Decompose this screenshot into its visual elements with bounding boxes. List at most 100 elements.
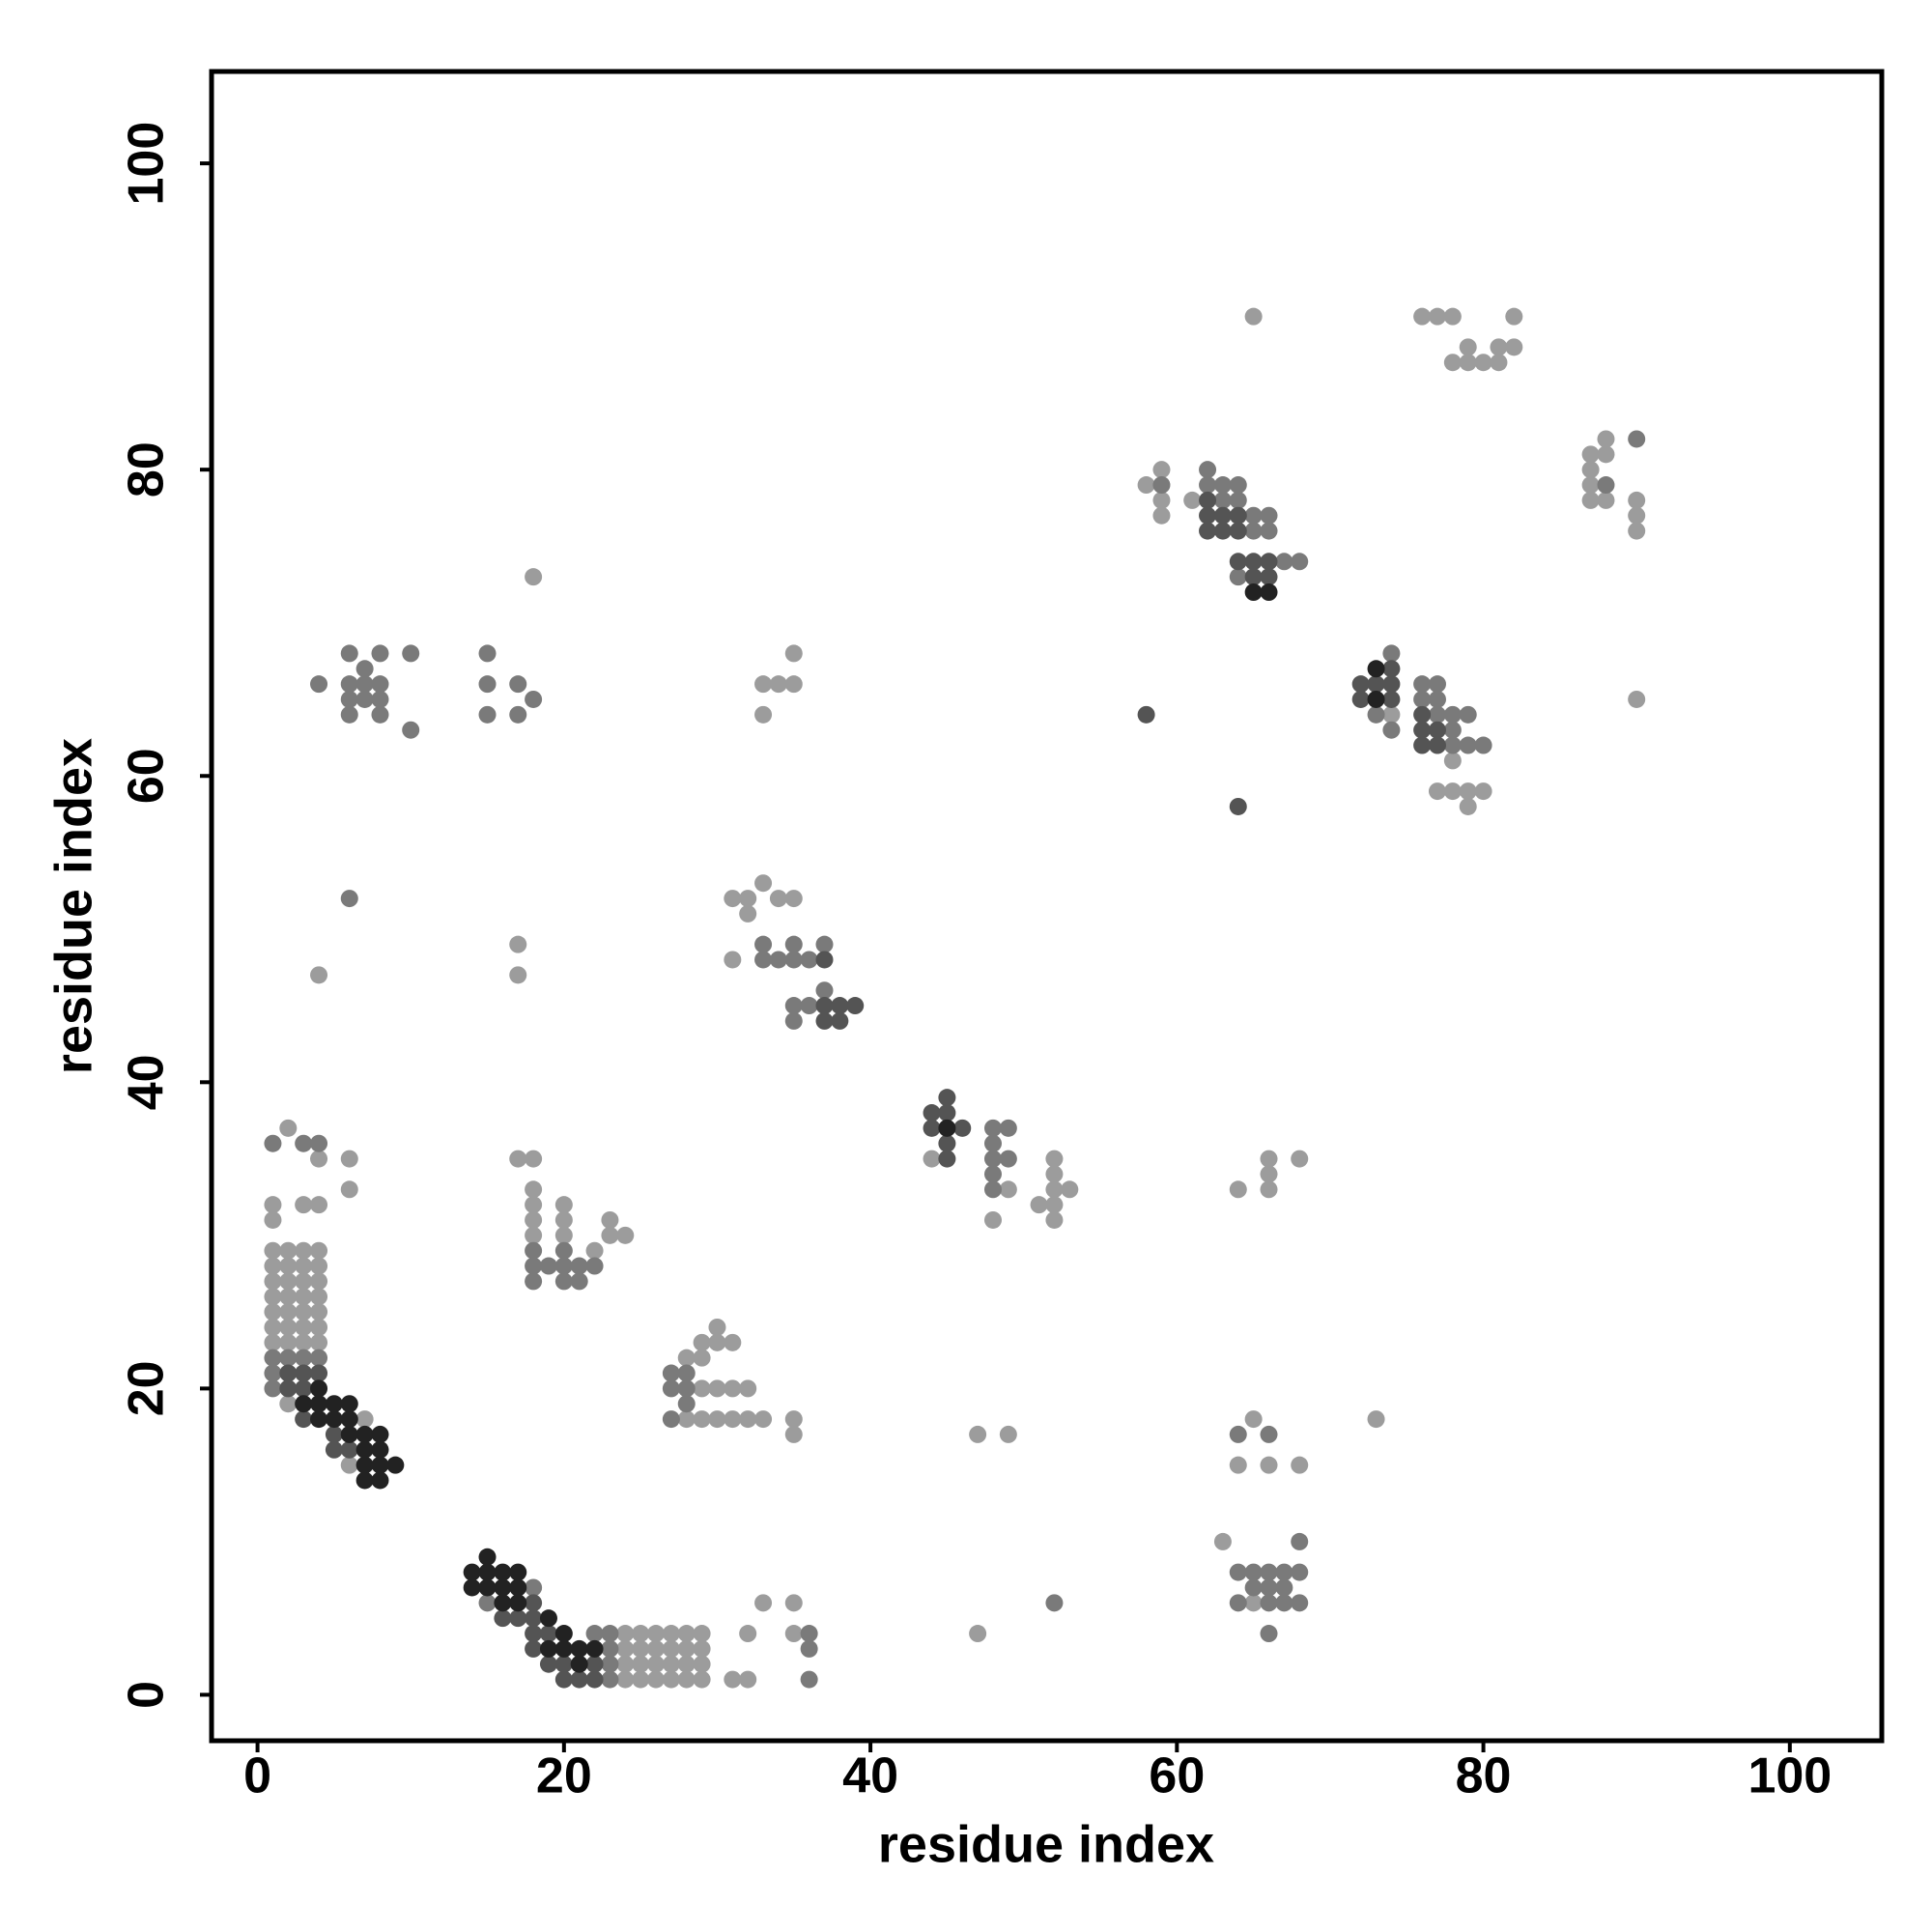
contact-point bbox=[478, 675, 497, 694]
contact-point bbox=[999, 1425, 1017, 1443]
contact-point bbox=[509, 1563, 527, 1581]
contact-point bbox=[371, 644, 389, 663]
contact-point bbox=[969, 1625, 987, 1643]
contact-point bbox=[371, 1425, 389, 1443]
contact-point bbox=[693, 1349, 711, 1367]
contact-point bbox=[1244, 307, 1263, 326]
contact-point bbox=[1413, 690, 1432, 708]
contact-point bbox=[754, 675, 773, 694]
contact-point bbox=[1628, 491, 1646, 509]
contact-point bbox=[525, 1196, 543, 1214]
contact-point bbox=[1199, 476, 1217, 495]
contact-point bbox=[1474, 736, 1492, 754]
contact-point bbox=[340, 1150, 358, 1168]
contact-point bbox=[340, 644, 358, 663]
contact-point bbox=[601, 1670, 619, 1689]
contact-point bbox=[601, 1639, 619, 1658]
y-tick-label: 60 bbox=[119, 748, 175, 804]
contact-point bbox=[754, 935, 773, 953]
contact-point bbox=[693, 1410, 711, 1429]
contact-point bbox=[769, 675, 787, 694]
contact-point bbox=[1045, 1165, 1064, 1183]
contact-point bbox=[1367, 660, 1385, 678]
contact-point bbox=[539, 1257, 557, 1275]
contact-point bbox=[279, 1395, 298, 1413]
contact-point bbox=[295, 1318, 313, 1336]
contact-point bbox=[1428, 782, 1446, 801]
contact-point bbox=[1244, 522, 1263, 540]
contact-point bbox=[1152, 461, 1171, 479]
contact-point bbox=[295, 1241, 313, 1260]
contact-point bbox=[693, 1655, 711, 1673]
contact-point bbox=[525, 1639, 543, 1658]
contact-point bbox=[509, 675, 527, 694]
contact-point bbox=[310, 1257, 328, 1275]
contact-point bbox=[1137, 705, 1155, 724]
contact-point bbox=[264, 1333, 282, 1351]
contact-point bbox=[1152, 476, 1171, 495]
y-tick-label: 100 bbox=[119, 122, 175, 206]
contact-point bbox=[1229, 1594, 1247, 1612]
contact-point bbox=[815, 981, 834, 1000]
contact-point bbox=[724, 1410, 742, 1429]
contact-point bbox=[554, 1655, 573, 1673]
x-tick-label: 0 bbox=[243, 1748, 271, 1804]
contact-point bbox=[295, 1257, 313, 1275]
contact-point bbox=[570, 1670, 588, 1689]
contact-point bbox=[264, 1241, 282, 1260]
contact-point bbox=[999, 1150, 1017, 1168]
contact-point bbox=[340, 1425, 358, 1443]
contact-point bbox=[310, 1333, 328, 1351]
x-tick-label: 100 bbox=[1747, 1748, 1832, 1804]
contact-point bbox=[616, 1625, 635, 1643]
contact-point bbox=[1443, 705, 1462, 724]
contact-point bbox=[754, 951, 773, 969]
contact-point bbox=[295, 1333, 313, 1351]
contact-point bbox=[525, 1241, 543, 1260]
contact-point bbox=[616, 1226, 635, 1244]
contact-point bbox=[295, 1303, 313, 1321]
contact-point bbox=[983, 1119, 1002, 1137]
contact-point bbox=[295, 1288, 313, 1306]
contact-point bbox=[554, 1226, 573, 1244]
contact-point bbox=[724, 951, 742, 969]
contact-point bbox=[554, 1625, 573, 1643]
contact-point bbox=[983, 1165, 1002, 1183]
contact-point bbox=[647, 1639, 666, 1658]
contact-point bbox=[325, 1440, 343, 1459]
contact-point bbox=[1628, 430, 1646, 448]
contact-point bbox=[554, 1210, 573, 1229]
contact-point bbox=[831, 1011, 849, 1030]
contact-point bbox=[525, 690, 543, 708]
contact-point bbox=[478, 705, 497, 724]
contact-point bbox=[478, 1578, 497, 1597]
contact-point bbox=[662, 1639, 680, 1658]
contact-point bbox=[784, 1594, 803, 1612]
contact-point bbox=[279, 1349, 298, 1367]
contact-point bbox=[554, 1670, 573, 1689]
contact-point bbox=[800, 1625, 818, 1643]
contact-point bbox=[938, 1119, 956, 1137]
contact-point bbox=[1213, 491, 1232, 509]
contact-point bbox=[1597, 491, 1615, 509]
contact-point bbox=[1413, 307, 1432, 326]
contact-point bbox=[1628, 522, 1646, 540]
contact-point bbox=[1260, 583, 1278, 602]
contact-point bbox=[1382, 721, 1401, 739]
y-tick-label: 40 bbox=[119, 1054, 175, 1110]
contact-point bbox=[739, 1410, 757, 1429]
contact-point bbox=[310, 675, 328, 694]
contact-point bbox=[677, 1349, 696, 1367]
contact-point bbox=[525, 1594, 543, 1612]
contact-point bbox=[279, 1364, 298, 1382]
contact-point bbox=[1213, 1532, 1232, 1550]
contact-point bbox=[1459, 354, 1477, 372]
contact-point bbox=[662, 1410, 680, 1429]
contact-point bbox=[355, 1440, 374, 1459]
contact-point bbox=[1382, 660, 1401, 678]
contact-point bbox=[525, 1578, 543, 1597]
contact-point bbox=[1244, 1594, 1263, 1612]
contact-point bbox=[1229, 506, 1247, 525]
contact-point bbox=[1183, 491, 1202, 509]
contact-point bbox=[1229, 1456, 1247, 1474]
